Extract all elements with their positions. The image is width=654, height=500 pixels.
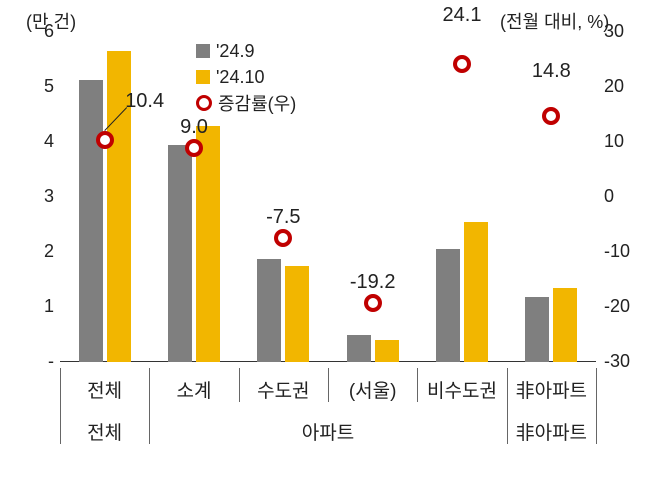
x-axis — [60, 361, 596, 362]
right-axis-title: (전월 대비, %) — [500, 8, 609, 34]
legend-label-rate: 증감률(우) — [218, 90, 296, 116]
x-group-label: 전체 — [87, 418, 122, 445]
legend-swatch-2 — [196, 70, 210, 84]
plot-area: 10.49.0-7.5-19.224.114.8 — [60, 32, 596, 362]
legend-label-2: '24.10 — [216, 67, 264, 88]
y-right-tick: 30 — [604, 21, 654, 42]
legend-item-rate: 증감률(우) — [196, 92, 296, 114]
bar — [257, 259, 281, 362]
legend-label-1: '24.9 — [216, 41, 254, 62]
rate-value-label: -7.5 — [266, 206, 300, 229]
rate-value-label: 24.1 — [443, 4, 482, 27]
x-category-label: 비수도권 — [427, 376, 497, 403]
bar — [285, 266, 309, 362]
y-right-tick: 10 — [604, 131, 654, 152]
y-left-tick: 4 — [14, 131, 54, 152]
rate-value-label: -19.2 — [350, 271, 396, 294]
rate-marker — [274, 229, 292, 247]
x-category-label: 非아파트 — [516, 376, 587, 403]
category-separator — [60, 368, 61, 444]
category-separator — [328, 368, 329, 402]
rate-value-label: 10.4 — [125, 90, 164, 113]
bar — [464, 222, 488, 362]
legend-marker-rate — [196, 95, 212, 111]
y-left-tick: 6 — [14, 21, 54, 42]
legend-swatch-1 — [196, 44, 210, 58]
rate-marker — [185, 139, 203, 157]
category-separator — [417, 368, 418, 402]
bar — [436, 249, 460, 362]
y-right-tick: -30 — [604, 351, 654, 372]
rate-marker — [364, 294, 382, 312]
rate-value-label: 14.8 — [532, 60, 571, 83]
y-right-tick: 0 — [604, 186, 654, 207]
x-group-label: 아파트 — [302, 418, 354, 445]
x-group-label: 非아파트 — [516, 418, 587, 445]
legend: '24.9 '24.10 증감률(우) — [196, 40, 296, 118]
category-separator — [149, 368, 150, 444]
bar — [375, 340, 399, 362]
rate-marker — [453, 55, 471, 73]
legend-item-series2: '24.10 — [196, 66, 296, 88]
category-separator — [239, 368, 240, 402]
y-left-tick: 5 — [14, 76, 54, 97]
bar — [168, 145, 192, 362]
bar — [553, 288, 577, 362]
rate-marker — [96, 131, 114, 149]
x-category-label: 소계 — [177, 376, 212, 403]
rate-value-label: 9.0 — [180, 116, 208, 139]
y-left-tick: 1 — [14, 296, 54, 317]
bar — [525, 297, 549, 362]
y-left-tick: 3 — [14, 186, 54, 207]
y-left-tick: - — [14, 351, 54, 372]
category-separator — [507, 368, 508, 444]
bar — [196, 126, 220, 363]
y-right-tick: 20 — [604, 76, 654, 97]
x-category-label: (서울) — [349, 376, 397, 403]
x-category-label: 전체 — [87, 376, 122, 403]
bar — [347, 335, 371, 363]
y-right-tick: -20 — [604, 296, 654, 317]
x-category-label: 수도권 — [257, 376, 309, 403]
category-separator — [596, 368, 597, 444]
bar — [79, 80, 103, 362]
rate-marker — [542, 107, 560, 125]
legend-item-series1: '24.9 — [196, 40, 296, 62]
y-right-tick: -10 — [604, 241, 654, 262]
y-left-tick: 2 — [14, 241, 54, 262]
chart-container: (만 건) (전월 대비, %) 10.49.0-7.5-19.224.114.… — [0, 0, 654, 500]
